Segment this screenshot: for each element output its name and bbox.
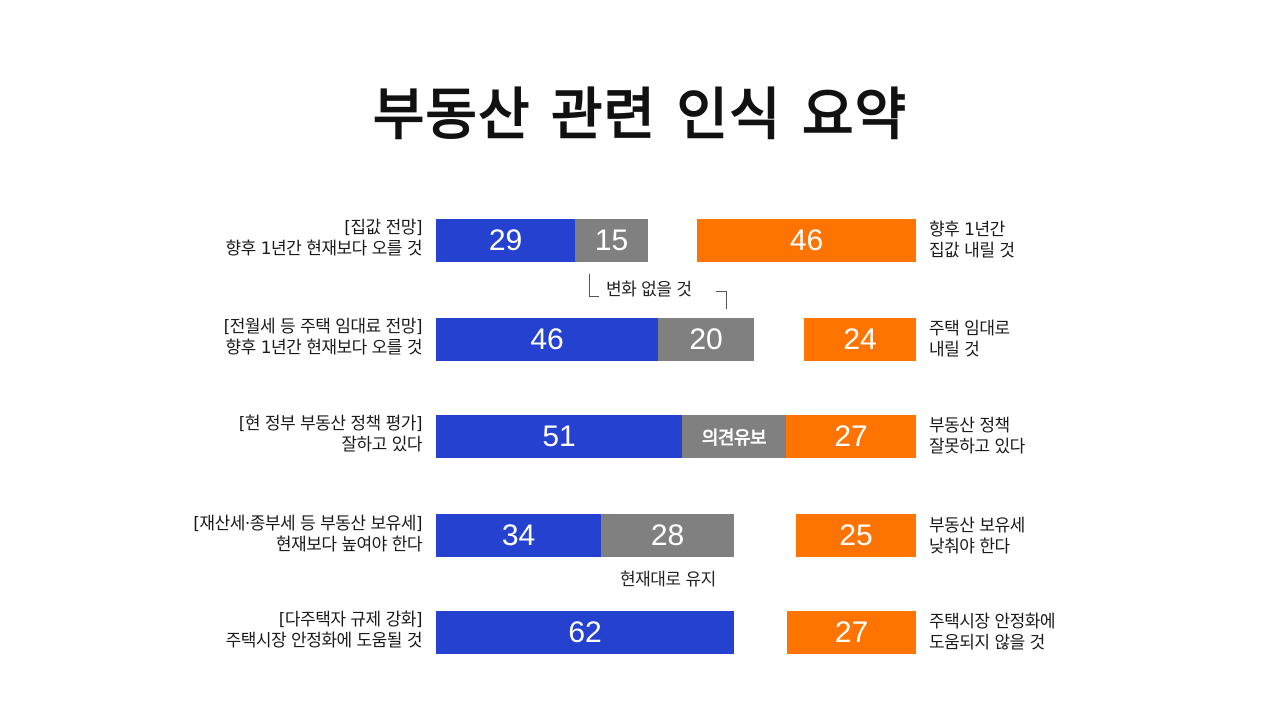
row-2-orange-bar: 24 xyxy=(804,318,916,361)
row-3-left-label: [현 정부 부동산 정책 평가] 잘하고 있다 xyxy=(238,414,423,456)
row-3-right-line-1: 부동산 정책 xyxy=(929,416,1010,436)
row-4-right-label: 부동산 보유세 낮춰야 한다 xyxy=(929,516,1025,558)
row-5-right-line-1: 주택시장 안정화에 xyxy=(929,612,1056,632)
row-5-positive-label: 주택시장 안정화에 도움될 것 xyxy=(225,631,423,651)
row-2-right-line-2: 내릴 것 xyxy=(929,340,980,360)
row-2-gray-bar: 20 xyxy=(658,318,754,361)
no-change-note: 변화 없을 것 xyxy=(606,280,692,300)
row-1-blue-bar: 29 xyxy=(436,219,575,262)
row-1-gray-bar: 15 xyxy=(575,219,648,262)
row-4-left-label: [재산세·종부세 등 부동산 보유세] 현재보다 높여야 한다 xyxy=(193,514,422,556)
row-4-right-line-1: 부동산 보유세 xyxy=(929,516,1025,536)
row-1-category: [집값 전망] xyxy=(344,218,422,238)
row-5-right-label: 주택시장 안정화에 도움되지 않을 것 xyxy=(929,612,1056,654)
row-2-left-label: [전월세 등 주택 임대료 전망] 향후 1년간 현재보다 오를 것 xyxy=(223,317,423,359)
row-2-positive-label: 향후 1년간 현재보다 오를 것 xyxy=(225,338,423,358)
row-5-orange-bar: 27 xyxy=(787,611,916,654)
left-bracket xyxy=(589,274,599,297)
row-4-orange-bar: 25 xyxy=(796,514,916,557)
row-3-category: [현 정부 부동산 정책 평가] xyxy=(238,414,423,434)
row-4-gray-bar: 28 xyxy=(601,514,734,557)
row-2-right-label: 주택 임대로 내릴 것 xyxy=(929,319,1010,361)
chart-title: 부동산 관련 인식 요약 xyxy=(372,83,908,148)
keep-current-note: 현재대로 유지 xyxy=(620,570,716,590)
row-4-blue-bar: 34 xyxy=(436,514,601,557)
row-1-right-line-1: 향후 1년간 xyxy=(929,220,1005,240)
row-3-right-line-2: 잘못하고 있다 xyxy=(929,437,1025,457)
row-4-right-line-2: 낮춰야 한다 xyxy=(929,537,1010,557)
row-3-right-label: 부동산 정책 잘못하고 있다 xyxy=(929,416,1025,458)
row-2-blue-bar: 46 xyxy=(436,318,658,361)
row-1-orange-bar: 46 xyxy=(697,219,916,262)
row-1-right-line-2: 집값 내릴 것 xyxy=(929,241,1015,261)
row-1-right-label: 향후 1년간 집값 내릴 것 xyxy=(929,220,1015,262)
row-5-blue-bar: 62 xyxy=(436,611,734,654)
row-4-category: [재산세·종부세 등 부동산 보유세] xyxy=(193,514,422,534)
row-2-category: [전월세 등 주택 임대료 전망] xyxy=(223,317,423,337)
row-3-positive-label: 잘하고 있다 xyxy=(341,435,422,455)
row-5-category: [다주택자 규제 강화] xyxy=(278,610,423,630)
row-3-blue-bar: 51 xyxy=(436,415,682,458)
row-1-positive-label: 향후 1년간 현재보다 오를 것 xyxy=(225,239,423,259)
row-1-left-label: [집값 전망] 향후 1년간 현재보다 오를 것 xyxy=(225,218,423,260)
row-5-right-line-2: 도움되지 않을 것 xyxy=(929,633,1045,653)
row-4-positive-label: 현재보다 높여야 한다 xyxy=(275,535,423,555)
row-5-left-label: [다주택자 규제 강화] 주택시장 안정화에 도움될 것 xyxy=(225,610,423,652)
row-3-orange-bar: 27 xyxy=(786,415,916,458)
row-3-gray-bar: 의견유보 xyxy=(682,415,786,458)
row-2-right-line-1: 주택 임대로 xyxy=(929,319,1010,339)
right-bracket xyxy=(716,291,727,309)
